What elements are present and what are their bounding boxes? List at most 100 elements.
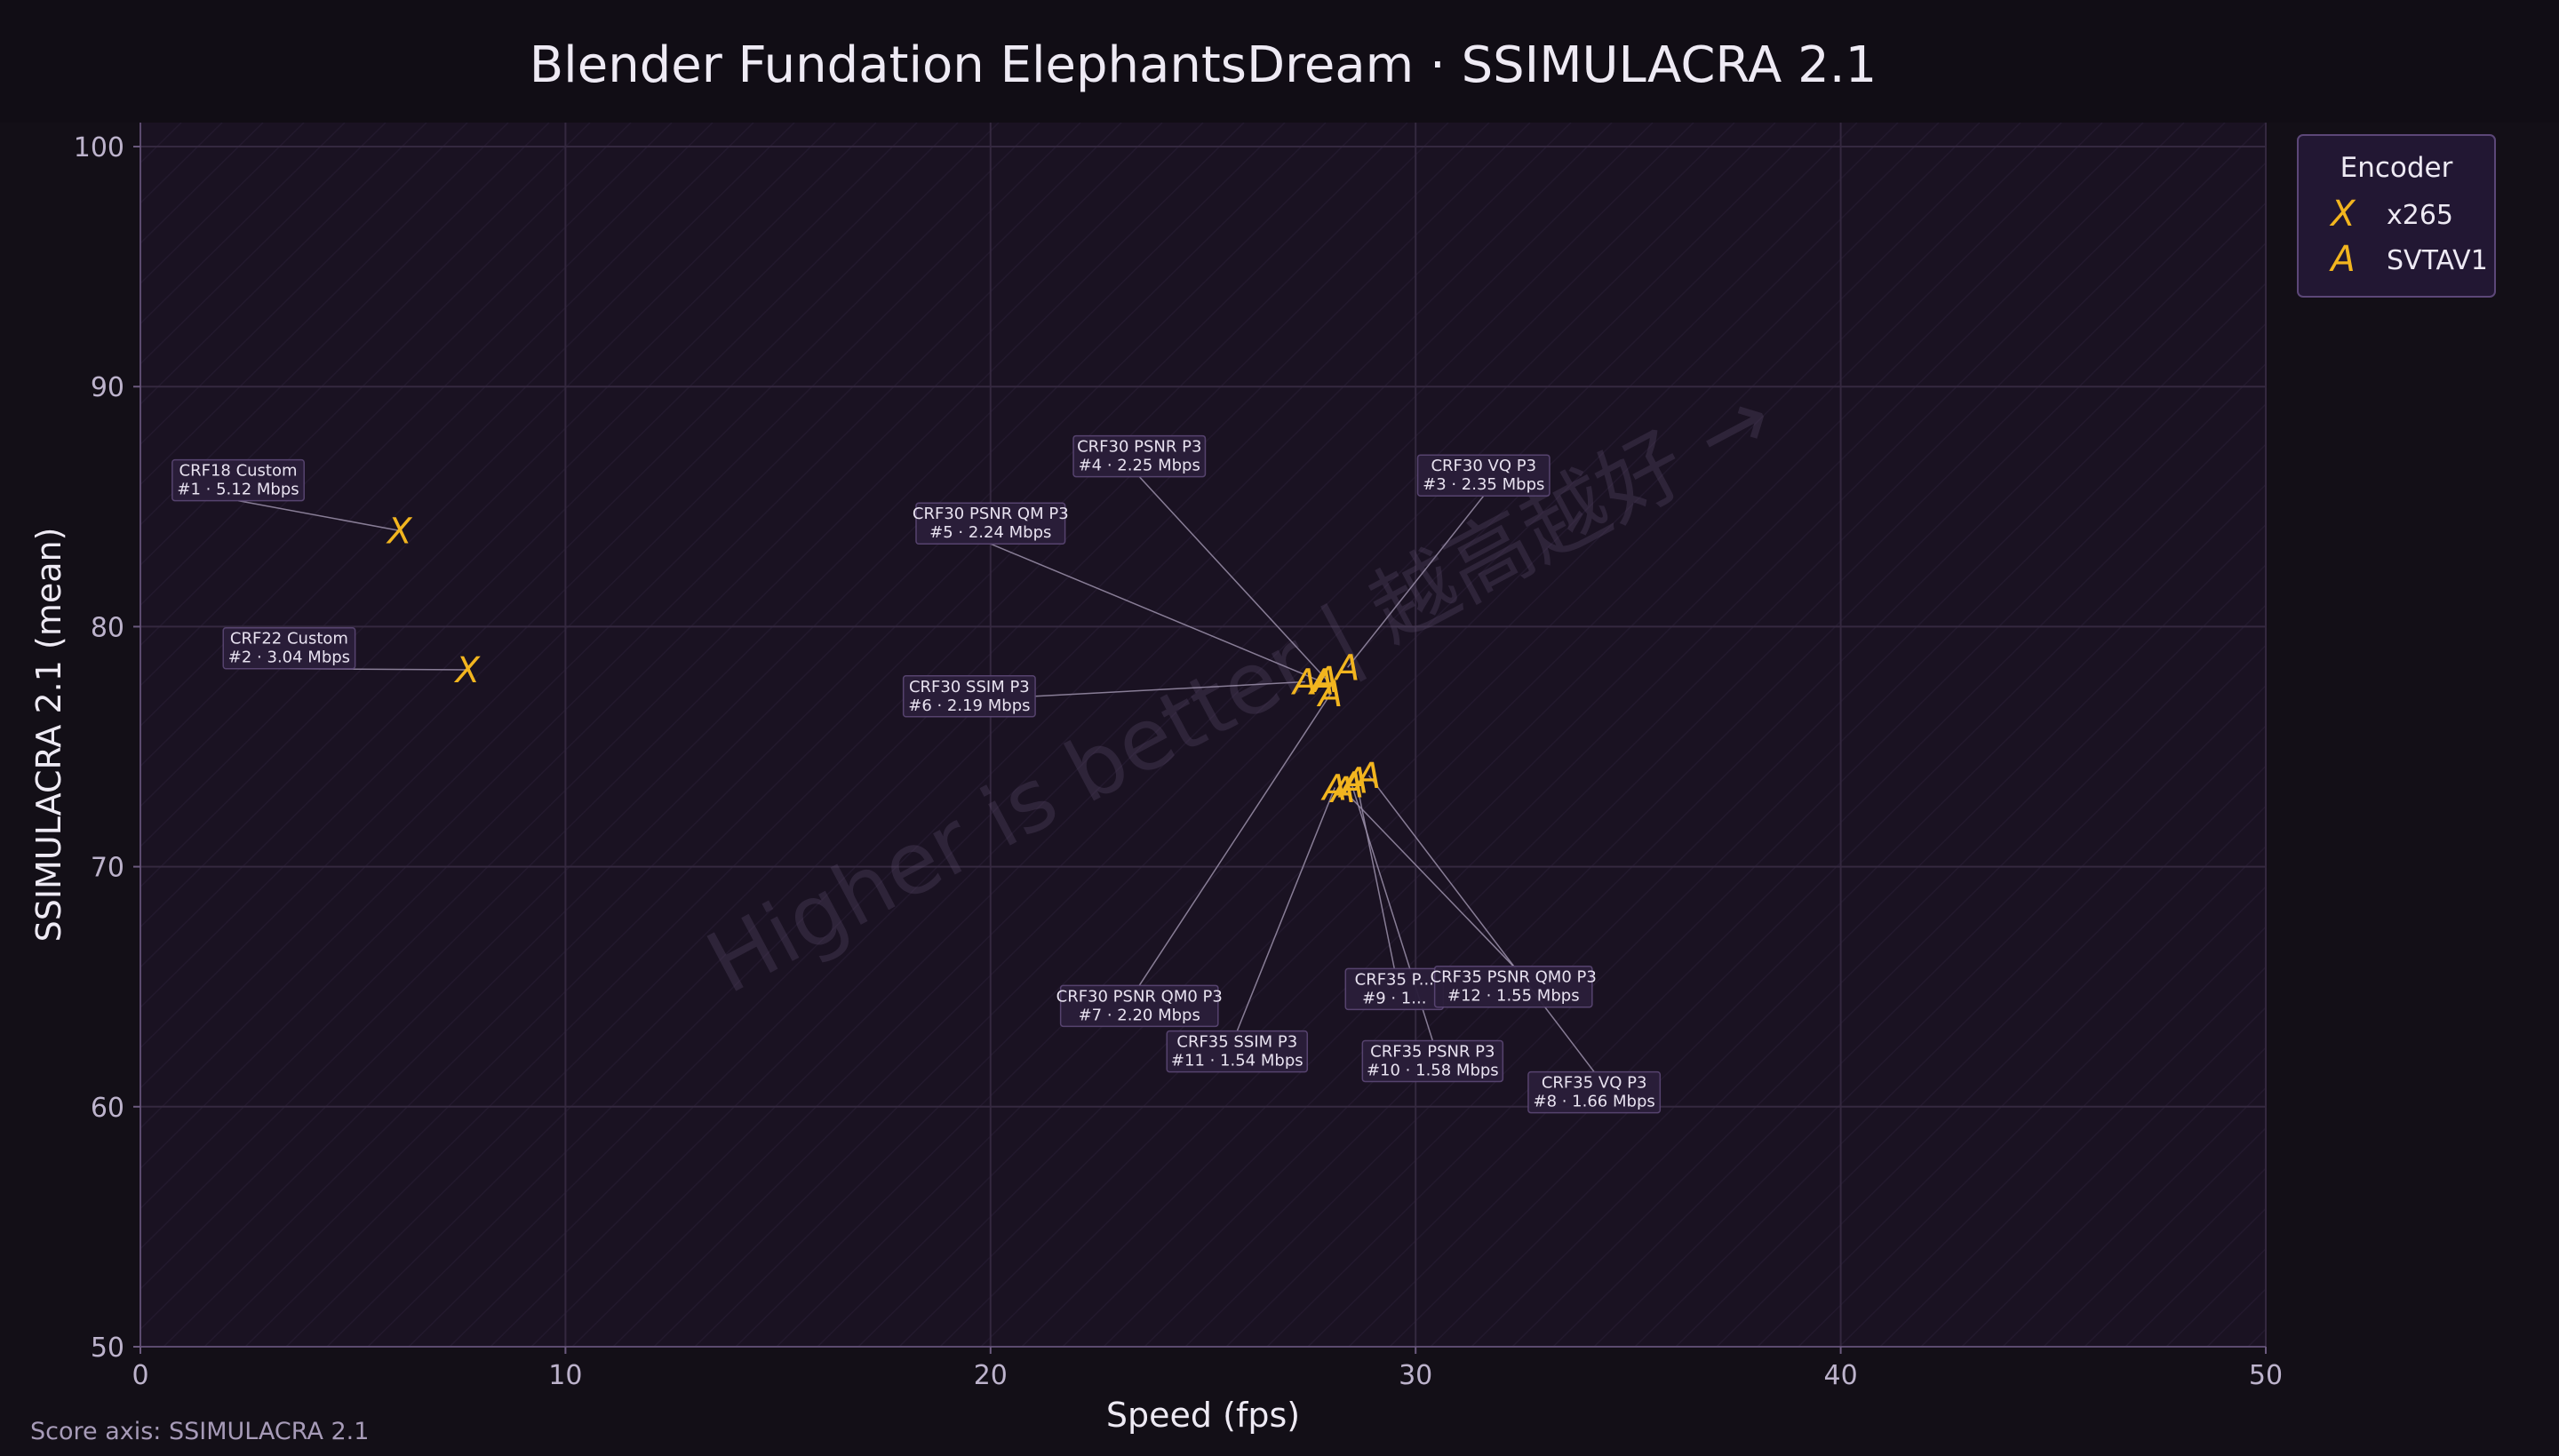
annotation-box xyxy=(1166,1030,1309,1073)
stripe xyxy=(140,123,550,526)
stripe xyxy=(140,123,1040,1009)
annotation-line2: #8 · 1.66 Mbps xyxy=(1533,1093,1654,1111)
annotation-line2: #3 · 2.35 Mbps xyxy=(1423,475,1544,494)
stripe xyxy=(857,123,2103,1347)
stripe xyxy=(735,123,1981,1347)
stripe xyxy=(140,123,877,848)
legend-label-x265: x265 xyxy=(2387,200,2453,231)
stripe xyxy=(1103,202,2266,1347)
annotation-line1: CRF35 PSNR P3 xyxy=(1370,1042,1495,1061)
annotation-line1: CRF35 PSNR QM0 P3 xyxy=(1431,968,1597,987)
legend-title: Encoder xyxy=(2340,152,2453,184)
stripe xyxy=(140,123,1081,1049)
annotation-label: CRF35 VQ P3#8 · 1.66 Mbps xyxy=(1527,1070,1662,1114)
leader-line xyxy=(1343,789,1514,967)
x-tick-label: 0 xyxy=(132,1360,148,1391)
stripe xyxy=(1144,242,2266,1347)
stripe xyxy=(776,123,2021,1347)
stripe xyxy=(1634,725,2266,1347)
stripe xyxy=(140,123,1327,1291)
stripe xyxy=(1552,644,2266,1347)
stripe xyxy=(1675,765,2266,1347)
annotation-box xyxy=(1527,1070,1662,1114)
x-ticks: 0 10 20 30 40 50 xyxy=(132,1347,2283,1391)
x-tick-label: 30 xyxy=(1399,1360,1432,1391)
data-point-svtav1: A xyxy=(1307,663,1334,704)
leader-line xyxy=(1138,476,1327,680)
annotation-box xyxy=(1072,434,1207,478)
annotation-line1: CRF35 SSIM P3 xyxy=(1176,1033,1297,1052)
annotation-line1: CRF30 PSNR P3 xyxy=(1077,438,1201,457)
stripe xyxy=(163,123,1408,1347)
annotation-label: CRF30 PSNR QM0 P3#7 · 2.20 Mbps xyxy=(1056,984,1223,1028)
data-point-svtav1: A xyxy=(1311,660,1338,701)
annotations: CRF18 Custom#1 · 5.12 Mbps CRF22 Custom#2… xyxy=(171,434,1662,1114)
data-point-svtav1: A xyxy=(1316,674,1343,715)
annotation-line1: CRF30 PSNR QM0 P3 xyxy=(1056,987,1223,1006)
stripe xyxy=(1471,563,2266,1347)
leader-line xyxy=(1367,775,1595,1073)
legend-symbol-x265: X xyxy=(2329,194,2356,235)
stripe xyxy=(140,123,1245,1210)
leader-line xyxy=(1138,693,1332,986)
leader-line xyxy=(1236,787,1336,1031)
legend-symbol-svtav1: A xyxy=(2328,239,2355,280)
stripe xyxy=(285,123,1531,1347)
footnote: Score axis: SSIMULACRA 2.1 xyxy=(30,1418,369,1445)
data-point-svtav1: A xyxy=(1337,766,1364,807)
y-tick-label: 70 xyxy=(91,853,124,884)
stripe xyxy=(449,123,1694,1347)
annotation-label: CRF30 SSIM P3#6 · 2.19 Mbps xyxy=(902,675,1036,718)
stripe xyxy=(1716,805,2266,1347)
annotation-line2: #2 · 3.04 Mbps xyxy=(228,648,350,667)
stripe xyxy=(2412,123,2559,1347)
stripe xyxy=(2247,1328,2266,1347)
diagonal-stripes xyxy=(140,123,2559,1347)
stripe xyxy=(653,123,1899,1347)
stripe xyxy=(490,123,1735,1347)
stripe xyxy=(326,123,1572,1347)
y-tick-label: 60 xyxy=(91,1093,124,1124)
y-tick-label: 80 xyxy=(91,612,124,643)
annotation-box xyxy=(1059,984,1219,1028)
stripe xyxy=(1511,604,2266,1347)
annotation-box xyxy=(902,675,1036,718)
annotation-label: CRF30 VQ P3#3 · 2.35 Mbps xyxy=(1416,454,1551,497)
annotation-label: CRF22 Custom#2 · 3.04 Mbps xyxy=(222,626,356,670)
stripe xyxy=(1838,926,2266,1347)
x-tick-label: 40 xyxy=(1824,1360,1858,1391)
stripe xyxy=(1961,1046,2266,1347)
x-tick-label: 20 xyxy=(974,1360,1008,1391)
data-point-svtav1: A xyxy=(1328,770,1355,811)
data-point-svtav1: A xyxy=(1290,663,1317,704)
x-tick-label: 10 xyxy=(548,1360,582,1391)
annotation-line2: #11 · 1.54 Mbps xyxy=(1171,1052,1303,1070)
annotation-line2: #9 · 1... xyxy=(1362,989,1426,1007)
stripe xyxy=(1430,523,2266,1347)
stripe xyxy=(140,123,1204,1170)
annotation-line2: #7 · 2.20 Mbps xyxy=(1079,1006,1200,1024)
stripe xyxy=(1225,322,2266,1347)
y-axis-title: SSIMULACRA 2.1 (mean) xyxy=(29,528,68,943)
stripe xyxy=(140,123,959,928)
stripe xyxy=(140,123,1367,1331)
annotation-line2: #6 · 2.19 Mbps xyxy=(908,696,1030,715)
stripe xyxy=(2043,1126,2266,1347)
annotation-line2: #5 · 2.24 Mbps xyxy=(929,523,1051,542)
stripe xyxy=(980,123,2226,1347)
stripe xyxy=(2330,123,2559,1347)
stripe xyxy=(140,123,673,647)
stripe xyxy=(1266,362,2266,1347)
leader-line xyxy=(990,543,1323,683)
stripe xyxy=(1920,1006,2266,1347)
leader-line xyxy=(1347,495,1485,668)
annotation-label: CRF35 SSIM P3#11 · 1.54 Mbps xyxy=(1166,1030,1309,1073)
annotation-box xyxy=(171,458,305,502)
annotation-box xyxy=(1433,965,1593,1008)
stripe xyxy=(817,123,2062,1347)
annotation-line2: #12 · 1.55 Mbps xyxy=(1447,987,1580,1006)
annotation-label: CRF30 PSNR QM P3#5 · 2.24 Mbps xyxy=(913,502,1069,545)
annotation-line2: #4 · 2.25 Mbps xyxy=(1079,457,1200,475)
annotation-label: CRF35 P...#9 · 1... xyxy=(1344,967,1445,1011)
